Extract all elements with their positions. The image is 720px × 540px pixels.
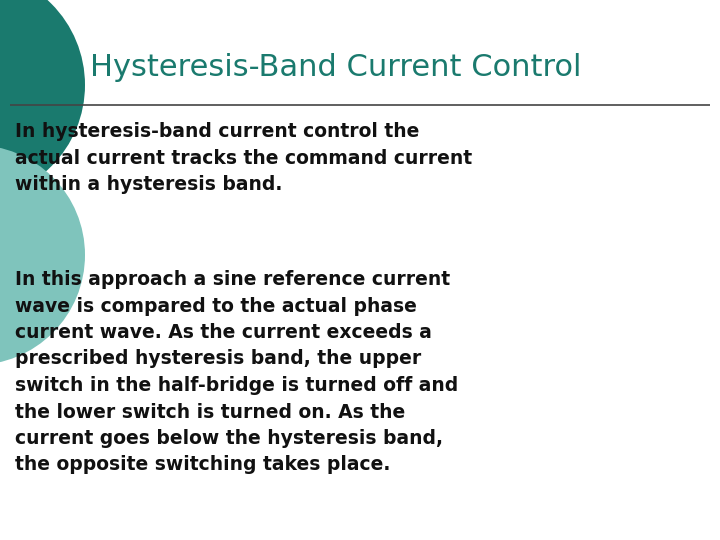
Text: In hysteresis-band current control the
actual current tracks the command current: In hysteresis-band current control the a… xyxy=(15,122,472,194)
Text: In this approach a sine reference current
wave is compared to the actual phase
c: In this approach a sine reference curren… xyxy=(15,270,458,475)
Text: Hysteresis-Band Current Control: Hysteresis-Band Current Control xyxy=(90,53,582,83)
Circle shape xyxy=(0,0,85,200)
Circle shape xyxy=(0,145,85,365)
